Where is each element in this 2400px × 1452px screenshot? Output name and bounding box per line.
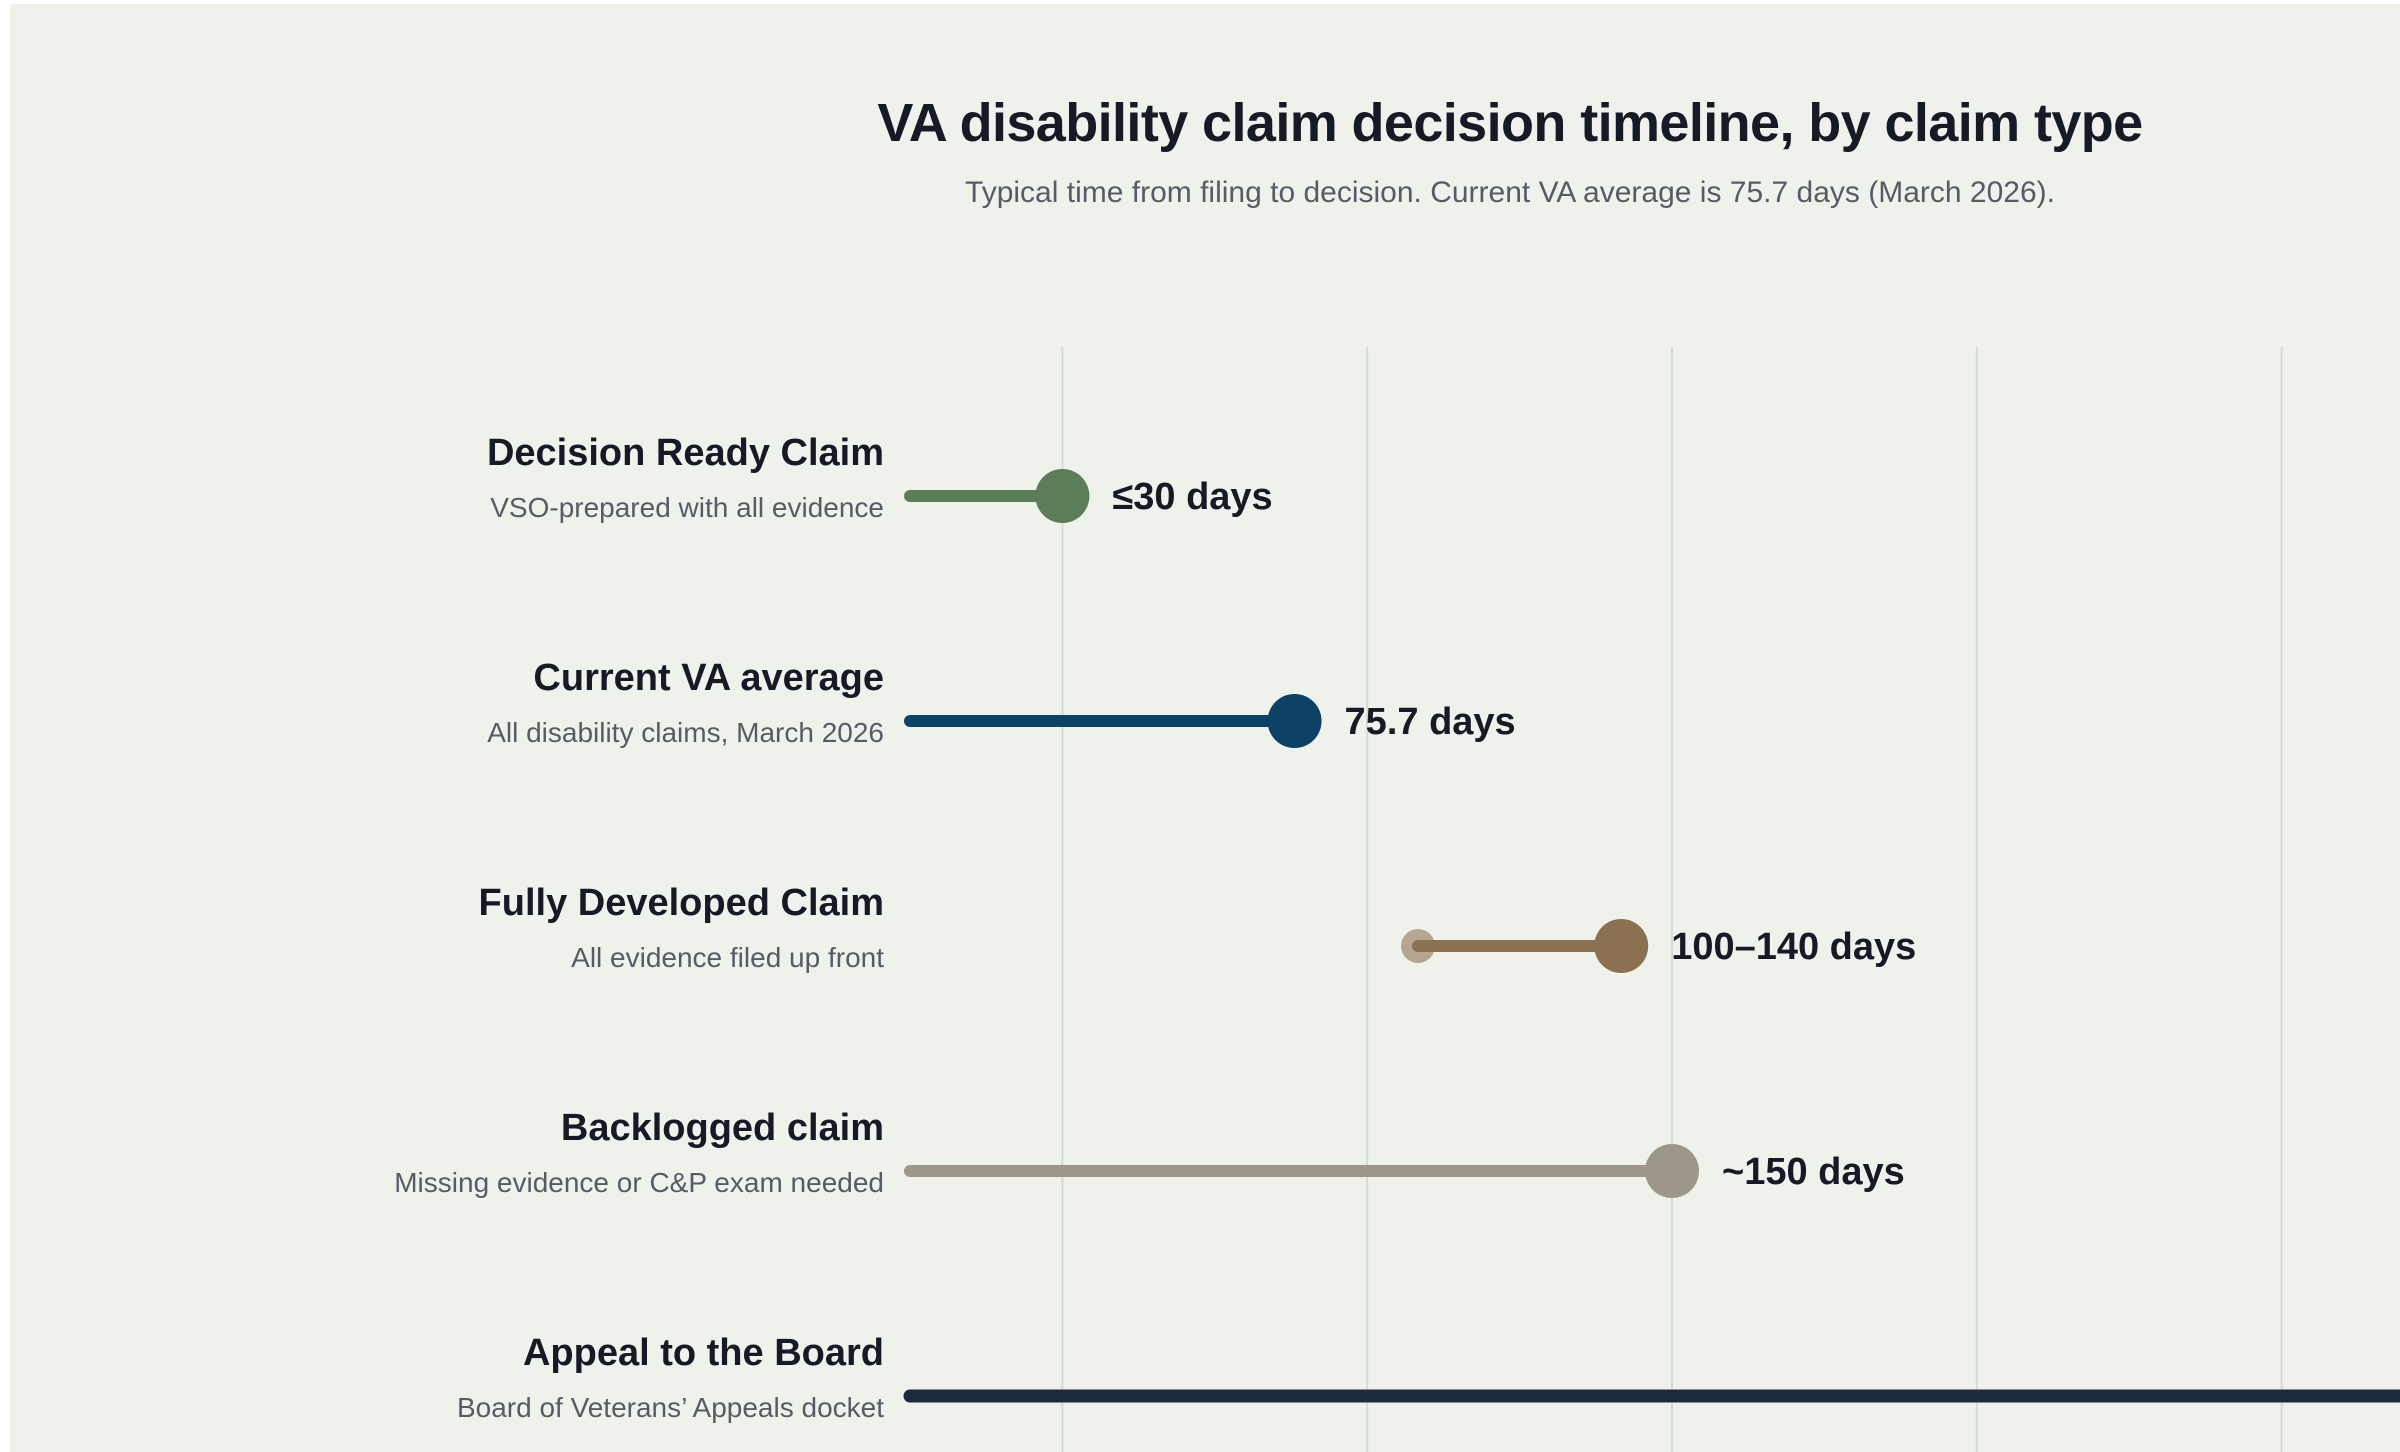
row-label: Backlogged claim	[561, 1107, 884, 1149]
chart-subtitle: Typical time from filing to decision. Cu…	[965, 176, 2055, 209]
row-label: Decision Ready Claim	[487, 432, 884, 474]
value-label: ~150 days	[1722, 1151, 1905, 1193]
row-description: Board of Veterans’ Appeals docket	[457, 1392, 884, 1423]
row-label: Appeal to the Board	[523, 1332, 884, 1374]
end-dot	[1267, 694, 1322, 748]
end-dot	[1594, 919, 1649, 973]
row-label: Fully Developed Claim	[479, 882, 884, 924]
value-label: ≤30 days	[1112, 476, 1272, 518]
value-label: 100–140 days	[1671, 926, 1916, 968]
chart-title: VA disability claim decision timeline, b…	[877, 93, 2143, 153]
value-label: 75.7 days	[1345, 701, 1516, 743]
row-description: All evidence filed up front	[571, 942, 884, 973]
end-dot	[1645, 1144, 1699, 1198]
chart-panel: VA disability claim decision timeline, b…	[10, 4, 2400, 1452]
row-label: Current VA average	[533, 657, 884, 699]
row-description: Missing evidence or C&P exam needed	[394, 1167, 884, 1198]
end-dot	[1035, 469, 1090, 523]
row-description: All disability claims, March 2026	[487, 717, 884, 748]
row-description: VSO-prepared with all evidence	[490, 492, 884, 523]
chart-plot: Decision Ready Claim VSO-prepared with al…	[394, 347, 2400, 1452]
